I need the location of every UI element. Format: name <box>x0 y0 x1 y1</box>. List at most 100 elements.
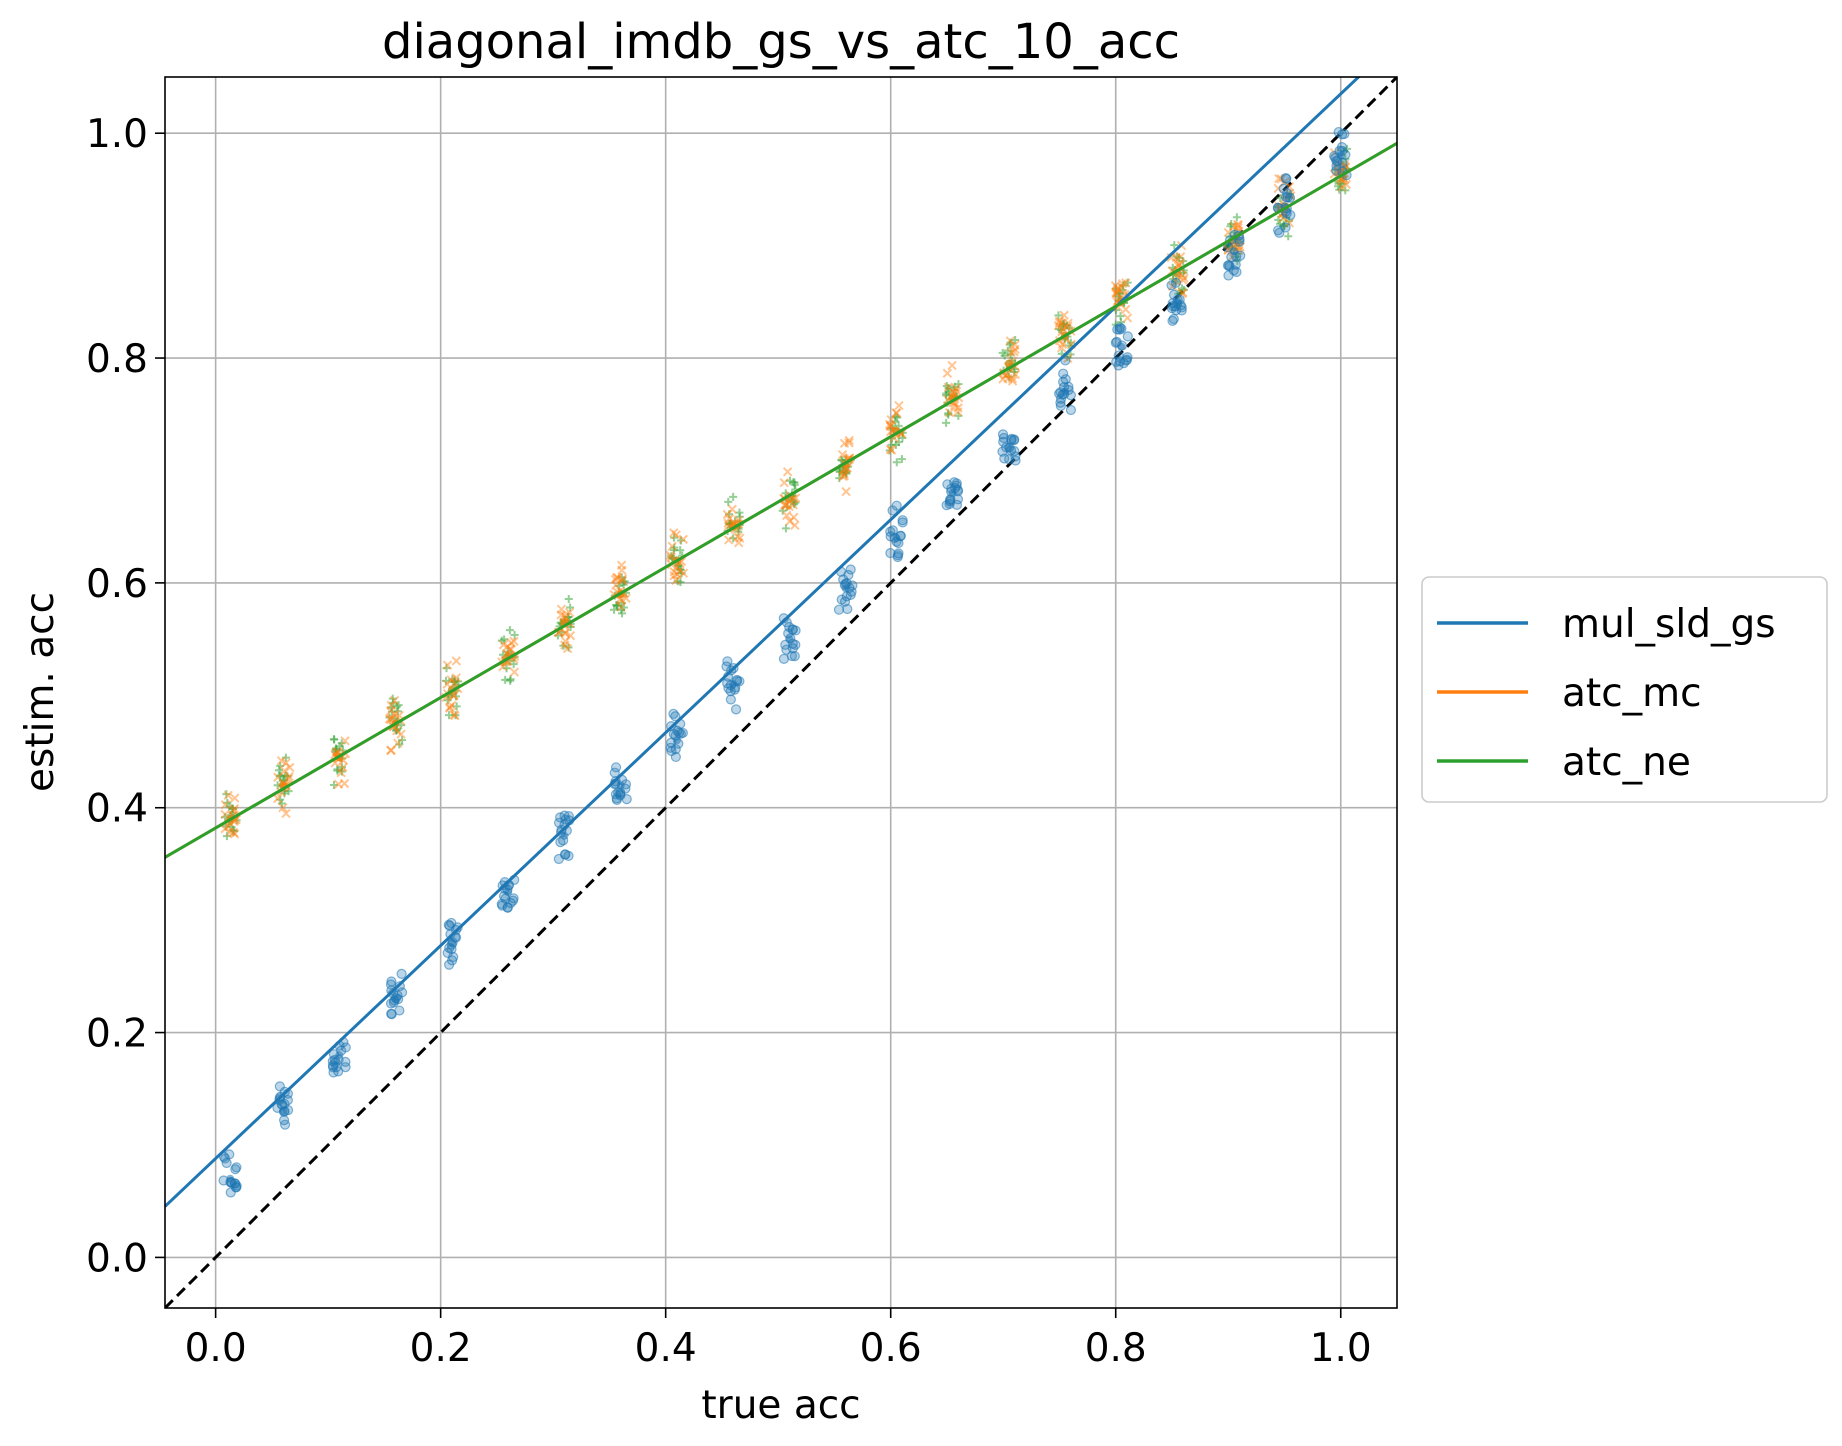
data-point <box>886 414 896 425</box>
data-point <box>954 411 963 420</box>
data-point <box>391 726 400 735</box>
data-point <box>283 774 294 784</box>
data-point <box>277 799 286 808</box>
data-point <box>782 467 793 477</box>
data-point <box>1056 343 1067 353</box>
data-point <box>1006 347 1016 358</box>
data-point <box>610 574 621 585</box>
data-point <box>944 409 953 418</box>
data-point <box>886 445 897 455</box>
data-point <box>669 570 679 581</box>
data-point <box>1004 372 1013 381</box>
data-point <box>953 407 963 417</box>
data-point <box>222 790 231 799</box>
data-point <box>944 408 955 418</box>
x-tick-label: 0.4 <box>635 1326 697 1371</box>
plot-area <box>165 77 1397 1308</box>
x-axis-label: true acc <box>701 1383 860 1428</box>
data-point <box>733 537 744 548</box>
data-point <box>443 959 455 970</box>
data-point <box>616 560 627 570</box>
data-point <box>615 787 626 798</box>
data-point <box>729 534 738 543</box>
data-point <box>1223 227 1234 238</box>
data-point <box>327 1062 339 1073</box>
legend: mul_sld_gs atc_mc atc_ne <box>1421 576 1828 803</box>
y-tick-label: 0.4 <box>86 787 148 832</box>
data-point <box>392 726 402 736</box>
data-point <box>838 471 848 481</box>
data-point <box>226 1174 235 1183</box>
data-point <box>671 530 681 540</box>
data-point <box>951 499 963 510</box>
data-point <box>671 575 681 586</box>
data-point <box>332 746 341 755</box>
data-point <box>1174 258 1184 269</box>
data-point <box>1059 310 1069 320</box>
fit-line <box>165 142 1397 859</box>
data-point <box>509 636 519 646</box>
data-point <box>1057 318 1067 328</box>
data-point <box>338 762 348 773</box>
data-point <box>510 631 519 640</box>
data-point <box>448 675 457 684</box>
data-point <box>1011 336 1020 345</box>
x-tick-label: 0.2 <box>410 1326 472 1371</box>
data-point <box>668 708 679 719</box>
data-point <box>559 641 568 650</box>
data-point <box>942 382 951 391</box>
data-point <box>220 1153 231 1164</box>
data-point <box>386 745 396 756</box>
data-point <box>789 512 799 522</box>
data-point <box>612 573 623 583</box>
data-point <box>1117 282 1127 292</box>
data-point <box>451 692 460 701</box>
data-point <box>229 803 240 814</box>
data-point <box>844 438 854 448</box>
data-point <box>396 968 407 979</box>
data-point <box>333 765 342 774</box>
data-point <box>284 787 293 796</box>
data-point <box>560 640 570 650</box>
data-point <box>225 1187 236 1198</box>
data-point <box>953 403 963 413</box>
data-point <box>1113 360 1124 371</box>
data-point <box>450 678 460 688</box>
data-point <box>1179 257 1188 266</box>
data-point <box>997 429 1009 440</box>
data-point <box>281 808 291 819</box>
data-point <box>385 979 397 990</box>
data-point <box>1336 151 1345 160</box>
data-point <box>1111 287 1122 298</box>
data-point <box>559 610 569 621</box>
legend-label: atc_ne <box>1562 740 1691 785</box>
data-point <box>509 660 518 669</box>
data-point <box>278 803 288 813</box>
data-point <box>276 761 285 770</box>
data-point <box>505 626 514 635</box>
data-point <box>785 635 794 644</box>
data-point <box>1110 281 1121 291</box>
data-point <box>1172 252 1181 261</box>
data-point <box>667 541 677 552</box>
data-point <box>1060 374 1071 385</box>
data-point <box>1122 352 1133 363</box>
data-point <box>1112 283 1123 293</box>
data-point <box>500 635 509 644</box>
data-point <box>276 756 287 766</box>
data-point <box>1280 173 1291 184</box>
data-point <box>947 360 957 371</box>
data-point <box>329 780 338 789</box>
data-point <box>1055 400 1066 412</box>
data-point <box>1058 368 1069 379</box>
data-point <box>844 435 854 446</box>
data-point <box>328 1067 339 1078</box>
data-point <box>223 790 233 801</box>
data-point <box>562 643 573 654</box>
data-point <box>1053 320 1064 331</box>
data-point <box>1284 218 1295 228</box>
data-point <box>1229 247 1238 256</box>
data-point <box>1006 350 1015 359</box>
data-point <box>336 767 346 778</box>
data-point <box>837 450 848 460</box>
